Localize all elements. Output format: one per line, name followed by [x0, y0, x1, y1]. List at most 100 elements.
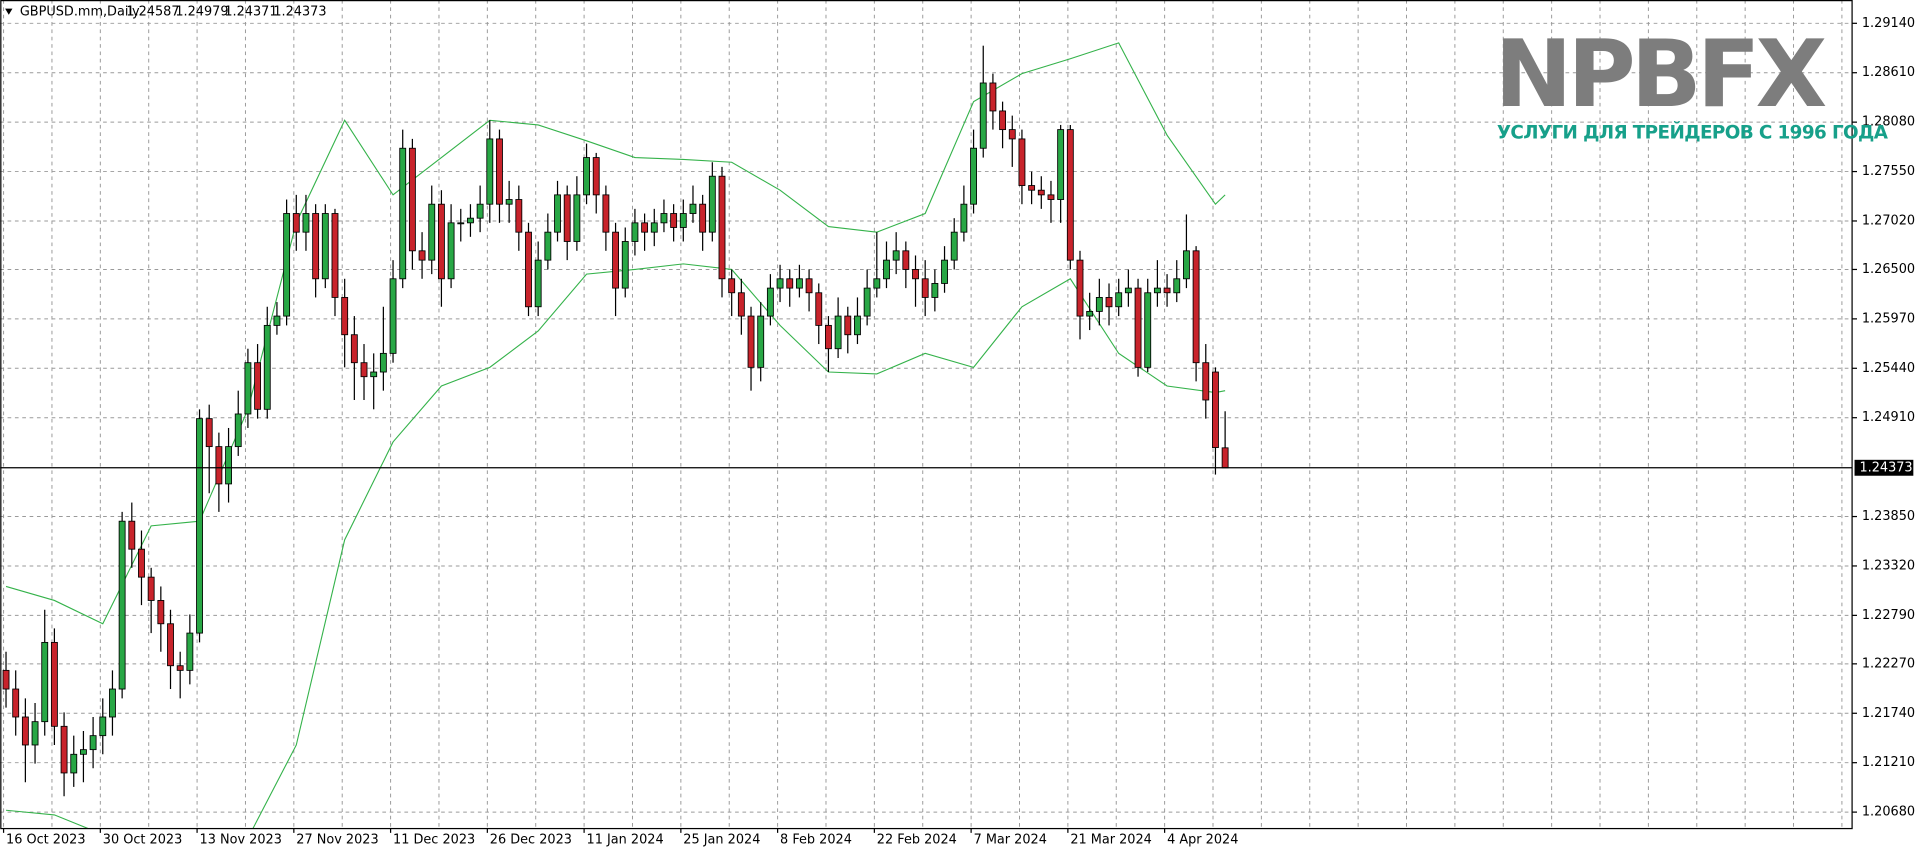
candle-body	[612, 231, 620, 289]
candle-body	[544, 231, 552, 261]
candle-body	[602, 194, 610, 233]
candle-body	[699, 203, 707, 233]
ohlc-open: 1.24587	[126, 5, 179, 20]
candle-body	[408, 147, 416, 252]
chart-title: GBPUSD.mm,Daily	[20, 5, 140, 20]
plot-frame	[0, 0, 1853, 830]
candle-body	[147, 576, 155, 601]
candle-body	[534, 259, 542, 308]
x-tick-label: 11 Dec 2023	[393, 833, 475, 848]
candle-body	[205, 418, 213, 448]
candle-body	[776, 278, 784, 289]
candle-body	[79, 749, 87, 755]
x-tick-label: 26 Dec 2023	[490, 833, 572, 848]
candle-body	[1037, 189, 1045, 196]
candle-body	[525, 231, 532, 308]
candle-body	[1221, 447, 1229, 469]
candle-body	[273, 315, 281, 326]
candle-body	[302, 213, 310, 233]
logo-tagline: УСЛУГИ ДЛЯ ТРЕЙДЕРОВ С 1996 ГОДА	[1497, 122, 1889, 144]
candle-body	[892, 250, 900, 261]
candles	[2, 45, 1229, 797]
candle-body	[1008, 129, 1016, 140]
candle-body	[399, 147, 407, 280]
candle-body	[254, 362, 262, 410]
candle-body	[1066, 129, 1074, 261]
candle-body	[650, 222, 658, 233]
candle-body	[312, 213, 320, 280]
candle-body	[786, 278, 794, 289]
candle-body	[863, 287, 871, 317]
candle-body	[496, 138, 503, 205]
candle-body	[834, 315, 842, 350]
candle-body	[708, 175, 716, 233]
y-tick-label: 1.29140	[1862, 16, 1915, 31]
x-tick-label: 27 Nov 2023	[296, 833, 378, 848]
candle-body	[1134, 287, 1142, 368]
candle-body	[921, 278, 929, 298]
candle-body	[641, 222, 649, 233]
candle-body	[157, 600, 165, 625]
grid	[0, 0, 1853, 828]
y-tick-label: 1.28080	[1862, 115, 1915, 130]
candle-body	[1028, 185, 1036, 191]
candle-body	[99, 716, 107, 737]
candle-body	[989, 82, 997, 112]
candle-body	[70, 753, 78, 774]
candle-body	[883, 259, 890, 280]
y-tick-label: 1.22270	[1862, 656, 1915, 671]
candle-body	[505, 199, 513, 205]
current-price-label: 1.24373	[1859, 460, 1912, 475]
candle-body	[2, 669, 10, 690]
y-tick-label: 1.24910	[1862, 410, 1915, 425]
x-tick-label: 11 Jan 2024	[587, 833, 664, 848]
x-tick-label: 8 Feb 2024	[780, 833, 852, 848]
candle-body	[1212, 371, 1219, 448]
candle-body	[428, 203, 436, 261]
y-tick-label: 1.22790	[1862, 608, 1915, 623]
y-tick-label: 1.26500	[1862, 262, 1915, 277]
candle-body	[515, 199, 523, 233]
candle-body	[360, 362, 368, 378]
candle-body	[176, 665, 184, 671]
menu-arrow	[5, 8, 13, 15]
x-tick-label: 21 Mar 2024	[1070, 833, 1152, 848]
candle-body	[418, 250, 426, 261]
candle-body	[1144, 292, 1152, 368]
candle-body	[718, 175, 726, 280]
candle-body	[1182, 250, 1190, 280]
candle-body	[379, 352, 387, 373]
band-line	[5, 263, 1226, 828]
candle-body	[670, 213, 678, 228]
x-tick-label: 4 Apr 2024	[1167, 833, 1238, 848]
y-tick-label: 1.21210	[1862, 755, 1915, 770]
candle-body	[225, 446, 232, 485]
candle-body	[679, 213, 687, 228]
candle-body	[1018, 138, 1026, 186]
candle-body	[573, 194, 581, 242]
candle-body	[196, 418, 203, 634]
candle-body	[1163, 287, 1171, 294]
y-tick-label: 1.25970	[1862, 311, 1915, 326]
candle-body	[631, 222, 639, 242]
candle-body	[979, 82, 987, 149]
candle-body	[350, 334, 358, 364]
candle-body	[1047, 194, 1055, 200]
current-price-box	[1854, 459, 1914, 476]
y-tick-label: 1.28610	[1862, 65, 1915, 80]
y-tick-label: 1.27550	[1862, 164, 1915, 179]
candle-body	[1095, 297, 1103, 312]
candle-body	[815, 292, 823, 326]
candle-body	[41, 641, 49, 723]
candle-body	[370, 371, 378, 378]
candle-body	[844, 315, 852, 336]
x-tick-label: 30 Oct 2023	[103, 833, 183, 848]
y-tick-label: 1.23320	[1862, 558, 1915, 573]
candle-body	[621, 241, 629, 289]
candle-body	[1057, 129, 1065, 200]
candle-body	[244, 362, 252, 415]
candle-body	[1076, 259, 1084, 317]
candle-body	[805, 278, 813, 294]
candle-body	[1192, 250, 1200, 364]
